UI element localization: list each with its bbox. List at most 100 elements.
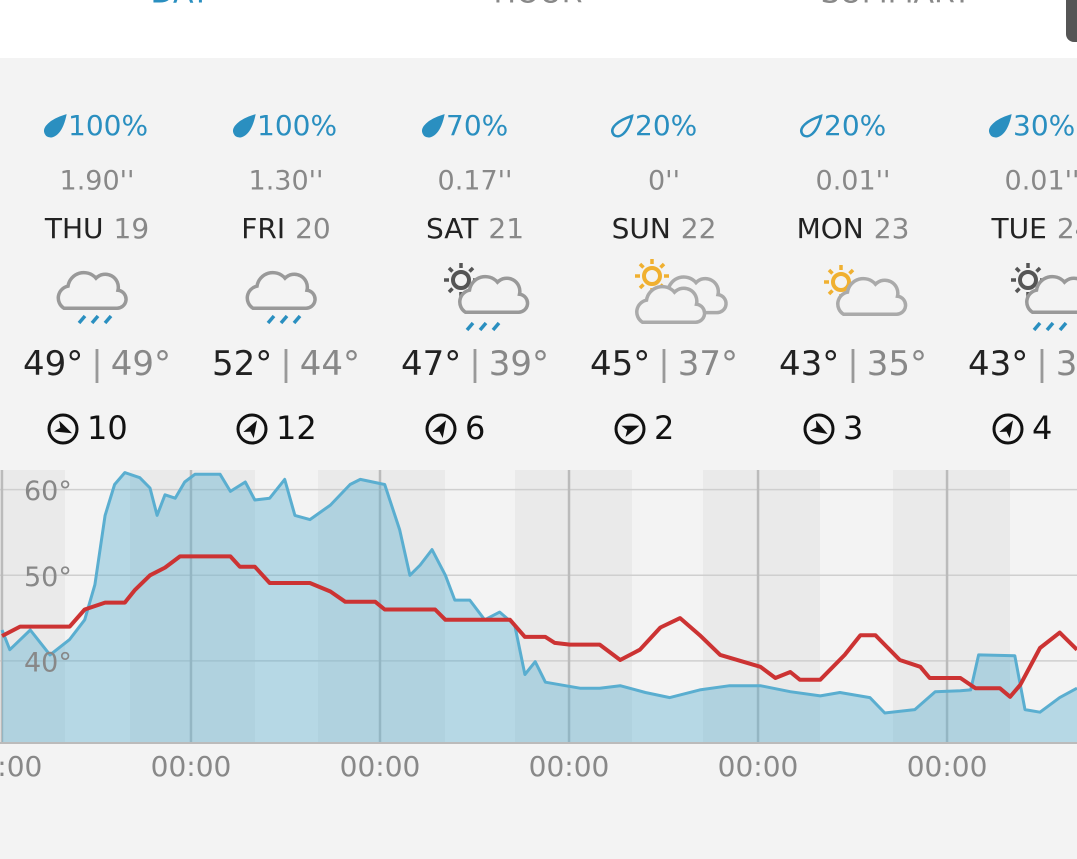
separator: | [91, 344, 102, 384]
precip-amount: 1.90'' [60, 166, 135, 197]
precip-chance: 100% [257, 109, 337, 142]
tab[interactable]: HOUR [494, 0, 583, 11]
wind-speed: 12 [276, 409, 317, 447]
wind-dial [236, 413, 268, 445]
icon-ray [1014, 266, 1021, 273]
x-tick-label: 00:00 [907, 750, 988, 783]
icon-rain [279, 314, 289, 325]
weather-icon [56, 270, 128, 325]
icon-rain [266, 314, 276, 325]
icon-rain [1045, 321, 1055, 332]
wind-arrow [54, 420, 73, 434]
chart: 00:00 00:00 00:00 00:00 00:00 00:00 60° 50° 40° [0, 470, 1077, 783]
temps: 45° | 37° [590, 344, 738, 384]
day-column: 100% 1.30'' FRI 20 52° | 44° 12 [212, 109, 360, 447]
wind-speed: 4 [1032, 409, 1052, 447]
temps: 43°|35° [968, 344, 1077, 384]
day-label: TUE 24 [991, 212, 1077, 245]
day-name: TUE [991, 212, 1047, 245]
day-date: 20 [295, 212, 331, 245]
precip-chance: 30% [1013, 109, 1075, 142]
temps: 52° | 44° [212, 344, 360, 384]
icon-rain [465, 321, 475, 332]
day-name: THU [44, 212, 104, 245]
temps: 49° | 49° [23, 344, 171, 384]
icon-ray [1014, 287, 1021, 294]
drop-icon [989, 114, 1012, 138]
separator: | [280, 344, 291, 384]
precip-amount: 0.01'' [1005, 166, 1077, 197]
drop-icon [611, 114, 634, 138]
wind-speed: 2 [654, 409, 674, 447]
icon-sun [1018, 270, 1038, 290]
wind-dial [47, 413, 79, 445]
x-tick-label: 00:00 [340, 750, 421, 783]
precip-chance: 70% [446, 109, 508, 142]
area [2, 472, 1077, 743]
y-tick-label: 60° [24, 476, 72, 507]
day-name: MON [797, 212, 864, 245]
icon-cloud [836, 276, 908, 316]
wind-speed: 10 [87, 409, 128, 447]
icon-rain [478, 321, 488, 332]
wind-arrow [243, 420, 257, 439]
tab-bar [0, 0, 1077, 58]
wind-arrow [999, 420, 1013, 439]
day-column: 30% 0.01'' TUE 24 43°| 35° 4 [968, 109, 1077, 447]
day-label: THU 19 [44, 212, 149, 245]
day-label: SAT 21 [426, 212, 524, 245]
precip-chance: 20% [635, 109, 697, 142]
temp-high: 43° [779, 344, 839, 384]
tab[interactable]: SUMMARY [821, 0, 972, 11]
weather-icon [635, 259, 728, 324]
icon-rain [1032, 321, 1042, 332]
drop-icon [422, 114, 445, 138]
temps: 47° | 39° [401, 344, 549, 384]
separator: | [847, 344, 858, 384]
temp-high: 43° [968, 344, 1028, 384]
day-name: SUN [612, 212, 671, 245]
temp-high: 52° [212, 344, 272, 384]
weather-icon [245, 270, 317, 325]
tab[interactable]: DAY [150, 0, 210, 11]
icon-cloud [635, 284, 707, 324]
wind-arrow [432, 420, 446, 439]
icon-rain [491, 321, 501, 332]
precip-amount: 1.30'' [249, 166, 324, 197]
icon-ray [1035, 266, 1042, 273]
day-date: 22 [681, 212, 717, 245]
temps: 43°|35° [779, 344, 927, 384]
icon-ray [638, 262, 645, 269]
temp-low: 37° [678, 344, 738, 384]
precip-amount: 0.17'' [438, 166, 513, 197]
weather-icon [824, 265, 908, 316]
wind-dial [992, 413, 1024, 445]
day-label: MON 23 [797, 212, 910, 245]
wind-arrow [809, 420, 828, 434]
temp-low: 49° [111, 344, 171, 384]
day-name: SAT [426, 212, 479, 245]
wind-speed: 3 [843, 409, 863, 447]
icon-cloud [458, 274, 530, 314]
temp-high: 49° [23, 344, 83, 384]
icon-rain [1058, 321, 1068, 332]
icon-cloud [56, 270, 128, 310]
icon-ray [638, 283, 645, 290]
precip-chance: 100% [68, 109, 148, 142]
icon-sun [831, 272, 851, 292]
icon-sun [451, 270, 471, 290]
temp-low: 35° [867, 344, 927, 384]
y-tick-label: 40° [24, 647, 72, 678]
icon-rain [77, 314, 87, 325]
icon-ray [447, 266, 454, 273]
icon-ray [468, 266, 475, 273]
drop-icon [233, 114, 256, 138]
separator: | [658, 344, 669, 384]
